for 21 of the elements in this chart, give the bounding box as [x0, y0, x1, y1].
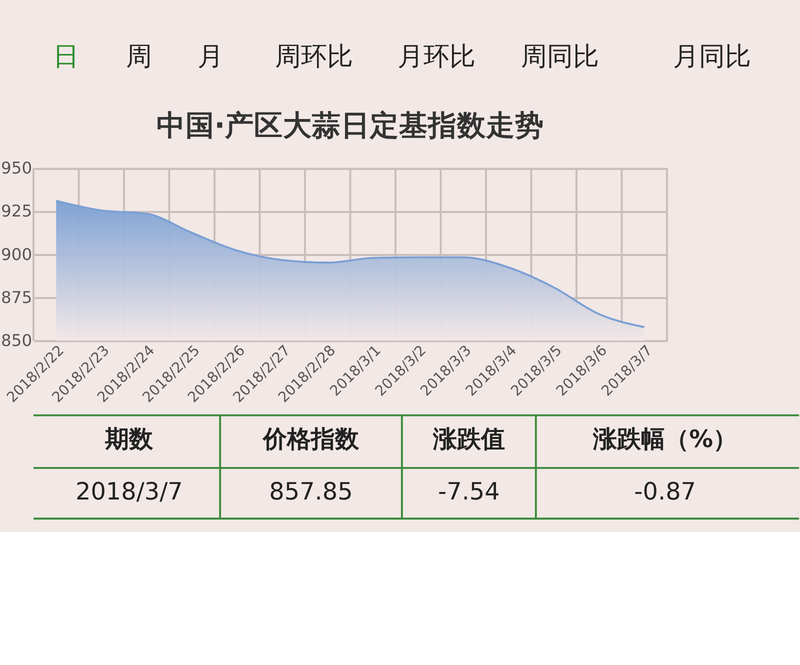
text: -7.54 [438, 477, 500, 506]
y-tick-label: 875 [1, 288, 32, 307]
text: 涨跌值 [432, 424, 505, 453]
y-tick-label: 925 [1, 202, 32, 221]
text: 价格指数 [262, 424, 360, 453]
text: 2018/3/7 [76, 477, 183, 506]
chart-title: 中国·产区大蒜日定基指数走势 [156, 108, 544, 142]
text: 期数 [104, 424, 154, 453]
text: 857.85 [269, 477, 353, 506]
text: 周 [126, 42, 152, 72]
y-tick-label: 950 [1, 158, 32, 178]
text: 月 [198, 42, 224, 72]
text: 周同比 [520, 42, 599, 72]
text: -0.87 [634, 477, 696, 506]
text: 涨跌幅（%） [592, 424, 738, 453]
text: 周环比 [274, 42, 353, 72]
y-tick-label: 900 [1, 244, 32, 264]
text: 月环比 [397, 42, 476, 72]
y-tick-label: 850 [1, 330, 32, 350]
text: 月同比 [672, 42, 751, 72]
text: 日 [53, 42, 80, 72]
